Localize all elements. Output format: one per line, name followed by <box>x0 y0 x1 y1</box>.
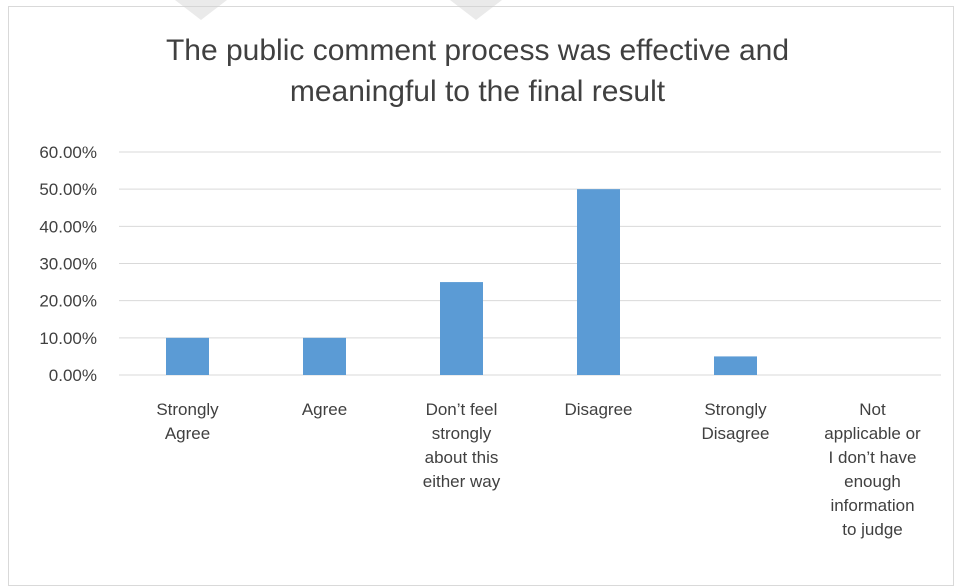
bar <box>714 356 757 375</box>
watermark-mark <box>450 0 502 20</box>
chart-title: The public comment process was effective… <box>165 34 790 108</box>
bar <box>166 337 209 375</box>
x-category-label: Strongly Disagree <box>701 400 769 443</box>
x-category-label: Disagree <box>564 400 632 419</box>
x-category-label: Agree <box>302 400 347 419</box>
y-tick-label: 50.00% <box>39 180 97 199</box>
y-tick-label: 10.00% <box>39 329 97 348</box>
y-tick-label: 60.00% <box>39 143 97 162</box>
bar <box>577 189 620 375</box>
bar <box>440 282 483 375</box>
watermark-mark <box>175 0 227 20</box>
x-category-label: Strongly Agree <box>156 400 219 443</box>
y-tick-label: 40.00% <box>39 217 97 236</box>
y-tick-label: 0.00% <box>49 366 97 385</box>
y-tick-label: 30.00% <box>39 255 97 274</box>
y-tick-label: 20.00% <box>39 292 97 311</box>
x-category-label: Not applicable or I don’t have enough inform… <box>824 400 921 539</box>
x-category-label: Don’t feel strongly about this either way <box>423 400 501 491</box>
bar <box>303 337 346 375</box>
